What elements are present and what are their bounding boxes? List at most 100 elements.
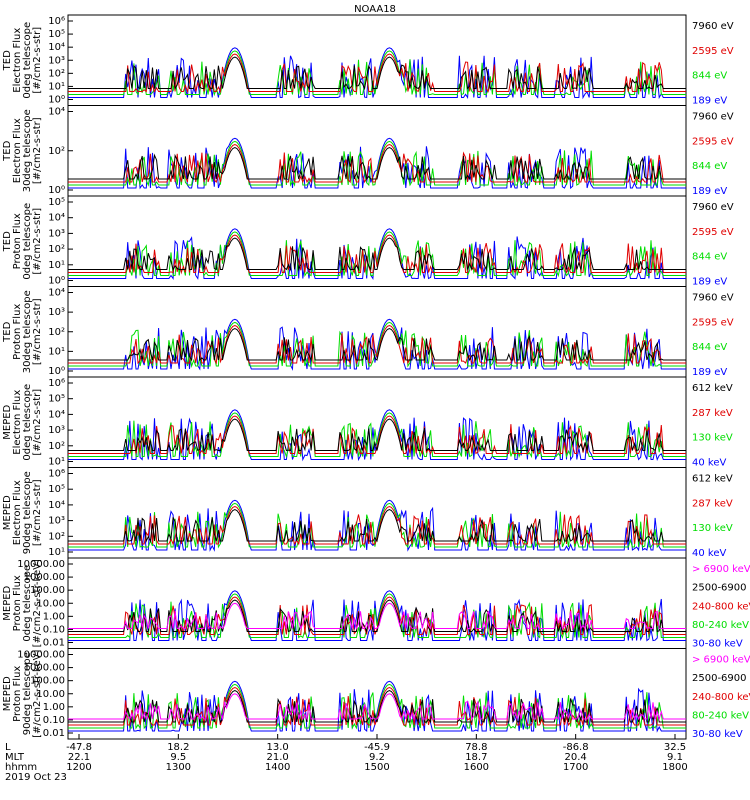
x-tick-label: 1500 bbox=[364, 762, 389, 773]
y-tick-label: 10⁶ bbox=[48, 469, 65, 480]
legend-entry: 189 eV bbox=[692, 96, 727, 107]
series-trace bbox=[68, 593, 686, 640]
y-axis-label-line: 30deg telescope bbox=[22, 290, 33, 373]
x-tick-label: 1300 bbox=[166, 762, 191, 773]
y-tick-label: 1000.00 bbox=[24, 572, 65, 583]
x-tick-label: 1700 bbox=[563, 762, 588, 773]
y-tick-label: 10⁶ bbox=[48, 378, 65, 389]
chart-title: NOAA18 bbox=[354, 4, 396, 15]
y-tick-label: 10³ bbox=[48, 55, 65, 66]
y-tick-label: 10⁴ bbox=[48, 213, 65, 224]
y-axis-label-line: TED bbox=[2, 321, 13, 342]
x-tick-label: 9.1 bbox=[667, 752, 683, 763]
legend-entry: 844 eV bbox=[692, 161, 727, 172]
legend-entry: 2500-6900 bbox=[692, 673, 747, 684]
panel-meped-p-0: 0.010.101.0010.00100.001000.0010000.00ME… bbox=[2, 557, 750, 650]
y-tick-label: 10² bbox=[48, 68, 65, 79]
y-tick-label: 10⁰ bbox=[48, 276, 65, 287]
legend-entry: 240-800 keV bbox=[692, 601, 750, 612]
series-trace bbox=[68, 502, 686, 549]
legend-entry: 7960 eV bbox=[692, 21, 734, 32]
y-tick-label: 10³ bbox=[48, 425, 65, 436]
y-axis-label: TEDElectron Flux0deg telescope[#/cm2-s-s… bbox=[2, 22, 43, 99]
y-tick-label: 100.00 bbox=[30, 585, 65, 596]
y-tick-label: 0.01 bbox=[43, 728, 65, 739]
y-axis-label: MEPEDElectron Flux90deg telescope[#/cm2-… bbox=[2, 471, 43, 554]
series-trace bbox=[68, 324, 686, 365]
series-trace bbox=[68, 599, 686, 634]
legend-entry: 612 keV bbox=[692, 383, 733, 394]
y-tick-label: 10000.00 bbox=[17, 650, 65, 661]
legend-entry: 844 eV bbox=[692, 342, 727, 353]
y-axis-label-line: 0deg telescope bbox=[22, 203, 33, 280]
y-axis-label-line: Electron Flux bbox=[12, 480, 23, 545]
legend-entry: 40 keV bbox=[692, 548, 726, 559]
x-tick-label: 78.8 bbox=[465, 742, 487, 753]
x-tick-label: 1200 bbox=[66, 762, 91, 773]
panel-ted-p-0: 10⁰ 10¹ 10² 10³ 10⁴ 10⁵ TEDProton Flux0deg tel… bbox=[2, 195, 734, 288]
y-axis-label-line: TED bbox=[2, 50, 13, 71]
legend-entry: 2595 eV bbox=[692, 136, 734, 147]
panel-meped-e-90: 10¹ 10² 10³ 10⁴ 10⁵ 10⁶ MEPEDElectron Flux90de… bbox=[2, 467, 733, 559]
series-trace bbox=[68, 237, 686, 272]
y-tick-label: 10³ bbox=[48, 228, 65, 239]
x-tick-label: 20.4 bbox=[565, 752, 587, 763]
legend-entry: 844 eV bbox=[692, 71, 727, 82]
x-row-label: hhmm bbox=[5, 762, 37, 773]
series-trace bbox=[68, 318, 686, 371]
series-trace bbox=[68, 143, 686, 184]
x-tick-label: -86.8 bbox=[563, 742, 589, 753]
legend-entry: 287 keV bbox=[692, 408, 733, 419]
y-axis-label-line: 90deg telescope bbox=[22, 652, 33, 735]
series-trace bbox=[68, 680, 686, 733]
legend-entry: 80-240 keV bbox=[692, 620, 749, 631]
y-axis-label-line: Proton Flux bbox=[12, 575, 23, 631]
x-tick-label: 18.2 bbox=[167, 742, 189, 753]
x-tick-label: 1800 bbox=[662, 762, 687, 773]
series-trace bbox=[68, 412, 686, 459]
y-tick-label: 10⁵ bbox=[48, 484, 65, 495]
y-axis-label-line: [#/cm2-s-str] bbox=[32, 389, 43, 456]
y-tick-label: 10000.00 bbox=[17, 559, 65, 570]
x-tick-label: 9.5 bbox=[170, 752, 186, 763]
x-tick-label: 18.7 bbox=[465, 752, 487, 763]
y-axis-label-line: Proton Flux bbox=[12, 213, 23, 269]
legend-entry: > 6900 keV bbox=[692, 564, 750, 575]
series-trace bbox=[68, 137, 686, 190]
legend-entry: > 6900 keV bbox=[692, 655, 750, 666]
y-axis-label: TEDProton Flux30deg telescope[#/cm2-s-st… bbox=[2, 290, 43, 373]
y-axis-label-line: Electron Flux bbox=[12, 390, 23, 455]
y-axis-label-line: [#/cm2-s-str] bbox=[32, 479, 43, 546]
legend-entry: 7960 eV bbox=[692, 112, 734, 123]
legend-entry: 287 keV bbox=[692, 498, 733, 509]
y-tick-label: 10³ bbox=[48, 307, 65, 318]
legend-entry: 612 keV bbox=[692, 474, 733, 485]
x-tick-label: 13.0 bbox=[267, 742, 289, 753]
y-tick-label: 1.00 bbox=[43, 702, 65, 713]
date-label: 2019 Oct 23 bbox=[5, 772, 67, 783]
legend-entry: 7960 eV bbox=[692, 293, 734, 304]
y-axis-label: TEDElectron Flux30deg telescope[#/cm2-s-… bbox=[2, 109, 43, 192]
y-axis-label: MEPEDProton Flux0deg telescope[#/cm2-s-s… bbox=[2, 559, 43, 647]
y-axis-label-line: [#/cm2-s-str] bbox=[32, 298, 43, 365]
series-trace bbox=[68, 602, 686, 631]
legend-entry: 844 eV bbox=[692, 252, 727, 263]
series-trace bbox=[68, 499, 686, 552]
series-trace bbox=[68, 693, 686, 721]
y-tick-label: 100.00 bbox=[30, 676, 65, 687]
y-tick-label: 10⁶ bbox=[48, 16, 65, 27]
series-trace bbox=[68, 53, 686, 94]
y-axis-label-line: Electron Flux bbox=[12, 118, 23, 183]
y-axis-label-line: Electron Flux bbox=[12, 28, 23, 93]
y-tick-label: 10⁰ bbox=[48, 185, 65, 196]
y-axis-label-line: [#/cm2-s-str] bbox=[32, 117, 43, 184]
panel-ted-p-30: 10⁰ 10¹ 10² 10³ 10⁴ TEDProton Flux30deg teles… bbox=[2, 286, 734, 378]
y-axis-label-line: MEPED bbox=[2, 495, 13, 530]
x-row-label: MLT bbox=[5, 752, 25, 763]
legend-entry: 189 eV bbox=[692, 186, 727, 197]
y-axis-label-line: MEPED bbox=[2, 585, 13, 620]
panel-ted-e-0: 10⁰ 10¹ 10² 10³ 10⁴ 10⁵ 10⁶ TEDElectron Flux0de… bbox=[2, 14, 734, 107]
x-tick-label: 22.1 bbox=[68, 752, 90, 763]
panel-meped-e-0: 10¹ 10² 10³ 10⁴ 10⁵ 10⁶ MEPEDElectron Flux0deg… bbox=[2, 376, 733, 469]
